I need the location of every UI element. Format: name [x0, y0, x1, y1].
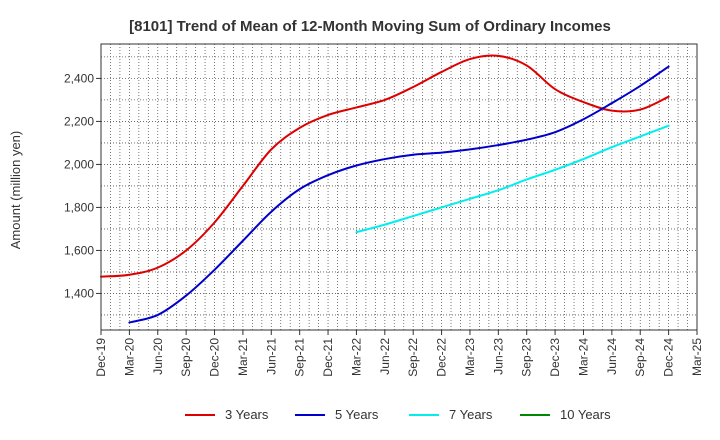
- grid: [100, 44, 698, 330]
- x-tick-label: Sep-22: [406, 338, 420, 377]
- x-tick-label: Dec-23: [548, 338, 562, 377]
- x-tick-label: Jun-21: [264, 338, 278, 375]
- x-tick-label: Mar-21: [236, 338, 250, 376]
- y-tick-label: 2,400: [64, 71, 94, 85]
- x-tick-label: Dec-20: [208, 338, 222, 377]
- x-tick-label: Mar-25: [690, 338, 704, 376]
- y-tick-label: 2,200: [64, 114, 94, 128]
- legend: 3 Years 5 Years 7 Years 10 Years: [185, 407, 611, 422]
- legend-label-10-years: 10 Years: [560, 407, 611, 422]
- chart-title: [8101] Trend of Mean of 12-Month Moving …: [129, 18, 611, 35]
- legend-label-5-years: 5 Years: [335, 407, 379, 422]
- x-tick-label: Jun-20: [151, 338, 165, 375]
- x-ticks: Dec-19 Mar-20 Jun-20 Sep-20 Dec-20 Mar-21 Jun-…: [94, 330, 704, 377]
- x-tick-label: Jun-22: [378, 338, 392, 375]
- series-line-5-years: [128, 65, 670, 324]
- x-tick-label: Mar-23: [463, 338, 477, 376]
- x-tick-label: Sep-20: [179, 338, 193, 377]
- legend-label-7-years: 7 Years: [449, 407, 493, 422]
- axes: [100, 43, 698, 331]
- x-tick-label: Mar-22: [349, 338, 363, 376]
- x-tick-label: Jun-23: [491, 338, 505, 375]
- legend-label-3-years: 3 Years: [225, 407, 269, 422]
- y-axis-label: Amount (million yen): [8, 131, 23, 250]
- series-line-3-years: [100, 54, 670, 278]
- y-tick-label: 1,800: [64, 200, 94, 214]
- y-tick-label: 1,400: [64, 286, 94, 300]
- y-tick-label: 1,600: [64, 243, 94, 257]
- x-tick-label: Dec-21: [321, 338, 335, 377]
- x-tick-label: Dec-22: [435, 338, 449, 377]
- x-tick-label: Dec-24: [662, 338, 676, 377]
- y-ticks: 1,400 1,600 1,800 2,000 2,200 2,400: [64, 71, 101, 300]
- series-layer: [100, 54, 670, 324]
- x-tick-label: Mar-20: [122, 338, 136, 376]
- x-tick-label: Sep-21: [293, 338, 307, 377]
- plot-area: [101, 44, 697, 330]
- plot-background: [101, 44, 697, 330]
- plot-frame: [100, 43, 698, 331]
- x-tick-label: Sep-24: [633, 338, 647, 377]
- x-tick-label: Jun-24: [605, 338, 619, 375]
- x-tick-label: Dec-19: [94, 338, 108, 377]
- x-tick-label: Sep-23: [520, 338, 534, 377]
- series-line-7-years: [355, 124, 670, 234]
- x-tick-label: Mar-24: [576, 338, 590, 376]
- y-tick-label: 2,000: [64, 157, 94, 171]
